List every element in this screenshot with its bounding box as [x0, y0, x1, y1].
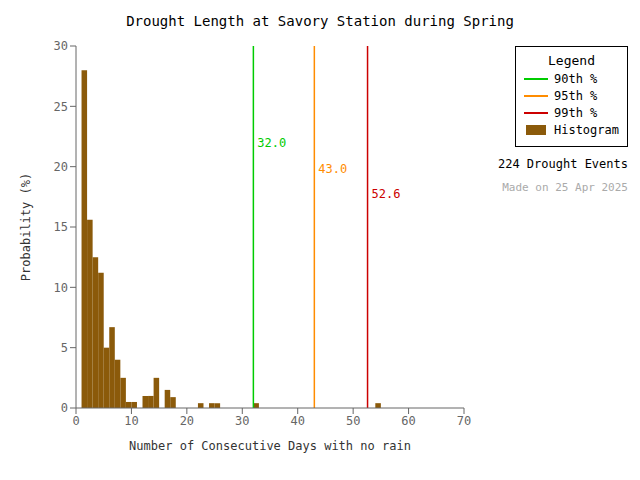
svg-text:60: 60 — [401, 414, 415, 428]
html-text:Histogram: Histogram — [554, 123, 619, 137]
svg-text:20: 20 — [180, 414, 194, 428]
html-text:95th %: 95th % — [554, 89, 598, 103]
svg-text:70: 70 — [457, 414, 471, 428]
svg-text:32.0: 32.0 — [257, 136, 286, 150]
svg-text:0: 0 — [72, 414, 79, 428]
svg-text:5: 5 — [61, 341, 68, 355]
svg-text:52.6: 52.6 — [372, 187, 401, 201]
svg-text:43.0: 43.0 — [318, 162, 347, 176]
svg-text:25: 25 — [54, 100, 68, 114]
svg-text:30: 30 — [235, 414, 249, 428]
html-text:224 Drought Events: 224 Drought Events — [498, 157, 628, 171]
svg-text:Number of Consecutive Days wit: Number of Consecutive Days with no rain — [129, 439, 411, 453]
html-text:Drought Length at Savory Stati: Drought Length at Savory Station during … — [126, 13, 514, 29]
svg-text:Probability (%): Probability (%) — [19, 173, 33, 281]
svg-text:15: 15 — [54, 220, 68, 234]
svg-text:40: 40 — [290, 414, 304, 428]
svg-text:30: 30 — [54, 39, 68, 53]
svg-text:50: 50 — [346, 414, 360, 428]
html-text:99th %: 99th % — [554, 106, 598, 120]
html-text:90th %: 90th % — [554, 72, 598, 86]
svg-text:20: 20 — [54, 160, 68, 174]
html-text:Made on 25 Apr 2025: Made on 25 Apr 2025 — [502, 181, 628, 194]
svg-text:10: 10 — [124, 414, 138, 428]
html-text:Legend: Legend — [548, 53, 595, 68]
svg-text:10: 10 — [54, 281, 68, 295]
svg-text:0: 0 — [61, 401, 68, 415]
